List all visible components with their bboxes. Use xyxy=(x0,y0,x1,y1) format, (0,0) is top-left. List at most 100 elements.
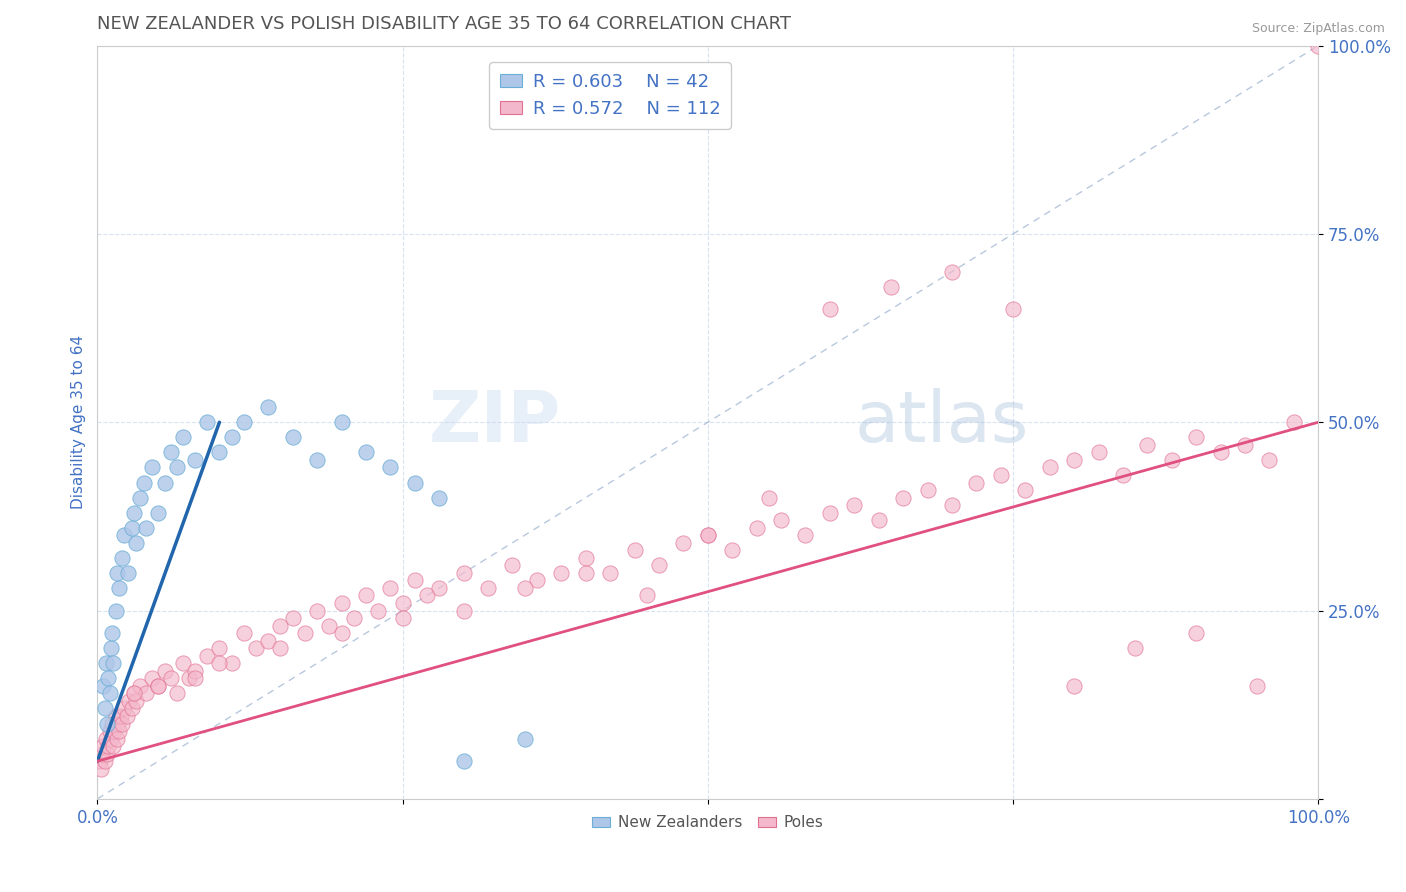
Point xyxy=(1246,679,1268,693)
Point xyxy=(245,641,267,656)
Point xyxy=(177,671,200,685)
Point xyxy=(330,626,353,640)
Point xyxy=(1112,467,1135,482)
Point xyxy=(89,754,111,768)
Point xyxy=(1039,460,1062,475)
Point xyxy=(990,467,1012,482)
Point xyxy=(93,701,115,715)
Point xyxy=(108,581,131,595)
Point xyxy=(111,716,134,731)
Point xyxy=(330,596,353,610)
Point xyxy=(93,679,115,693)
Point xyxy=(1209,445,1232,459)
Point xyxy=(184,664,207,678)
Point xyxy=(965,475,987,490)
Point xyxy=(281,611,304,625)
Point xyxy=(917,483,939,497)
Point xyxy=(195,415,218,429)
Point xyxy=(501,558,523,573)
Point xyxy=(129,491,152,505)
Point xyxy=(513,581,536,595)
Point xyxy=(221,430,243,444)
Point xyxy=(868,513,890,527)
Point xyxy=(269,641,291,656)
Point xyxy=(148,506,170,520)
Point xyxy=(195,648,218,663)
Point xyxy=(184,453,207,467)
Point xyxy=(96,716,118,731)
Point xyxy=(98,686,121,700)
Point xyxy=(118,694,141,708)
Point xyxy=(526,574,548,588)
Point xyxy=(100,641,122,656)
Point xyxy=(91,747,114,761)
Text: NEW ZEALANDER VS POLISH DISABILITY AGE 35 TO 64 CORRELATION CHART: NEW ZEALANDER VS POLISH DISABILITY AGE 3… xyxy=(97,15,792,33)
Point xyxy=(269,618,291,632)
Point xyxy=(148,679,170,693)
Point xyxy=(696,528,718,542)
Point xyxy=(159,671,181,685)
Point xyxy=(94,731,117,746)
Point xyxy=(818,302,841,317)
Point xyxy=(648,558,671,573)
Point xyxy=(105,566,128,580)
Point xyxy=(575,566,598,580)
Point xyxy=(354,589,377,603)
Point xyxy=(391,611,413,625)
Point xyxy=(101,626,124,640)
Point xyxy=(110,709,132,723)
Point xyxy=(107,716,129,731)
Point xyxy=(257,400,280,414)
Point xyxy=(281,430,304,444)
Point xyxy=(672,535,695,549)
Point xyxy=(330,415,353,429)
Point xyxy=(122,686,145,700)
Point xyxy=(307,603,329,617)
Point xyxy=(112,528,135,542)
Y-axis label: Disability Age 35 to 64: Disability Age 35 to 64 xyxy=(72,335,86,509)
Point xyxy=(153,475,176,490)
Point xyxy=(307,453,329,467)
Point xyxy=(1234,438,1257,452)
Point xyxy=(159,445,181,459)
Point xyxy=(794,528,817,542)
Point xyxy=(135,686,157,700)
Point xyxy=(941,498,963,512)
Point xyxy=(172,430,194,444)
Point xyxy=(599,566,621,580)
Point xyxy=(404,574,426,588)
Point xyxy=(404,475,426,490)
Point xyxy=(208,641,231,656)
Point xyxy=(391,596,413,610)
Point xyxy=(477,581,499,595)
Point xyxy=(1002,302,1025,317)
Point xyxy=(97,671,120,685)
Point xyxy=(103,724,125,739)
Point xyxy=(1308,38,1330,53)
Point xyxy=(318,618,340,632)
Point xyxy=(941,265,963,279)
Point xyxy=(721,543,744,558)
Legend: New Zealanders, Poles: New Zealanders, Poles xyxy=(586,809,830,837)
Point xyxy=(232,626,254,640)
Point xyxy=(172,657,194,671)
Point xyxy=(122,506,145,520)
Point xyxy=(117,566,139,580)
Point xyxy=(208,657,231,671)
Point xyxy=(125,694,148,708)
Point xyxy=(343,611,366,625)
Point xyxy=(1160,453,1182,467)
Point xyxy=(184,671,207,685)
Point xyxy=(232,415,254,429)
Point xyxy=(101,716,124,731)
Point xyxy=(98,724,121,739)
Point xyxy=(380,581,402,595)
Point xyxy=(453,603,475,617)
Point xyxy=(125,535,148,549)
Point xyxy=(103,657,125,671)
Point xyxy=(416,589,439,603)
Point xyxy=(108,724,131,739)
Point xyxy=(636,589,658,603)
Point xyxy=(122,686,145,700)
Point xyxy=(104,709,127,723)
